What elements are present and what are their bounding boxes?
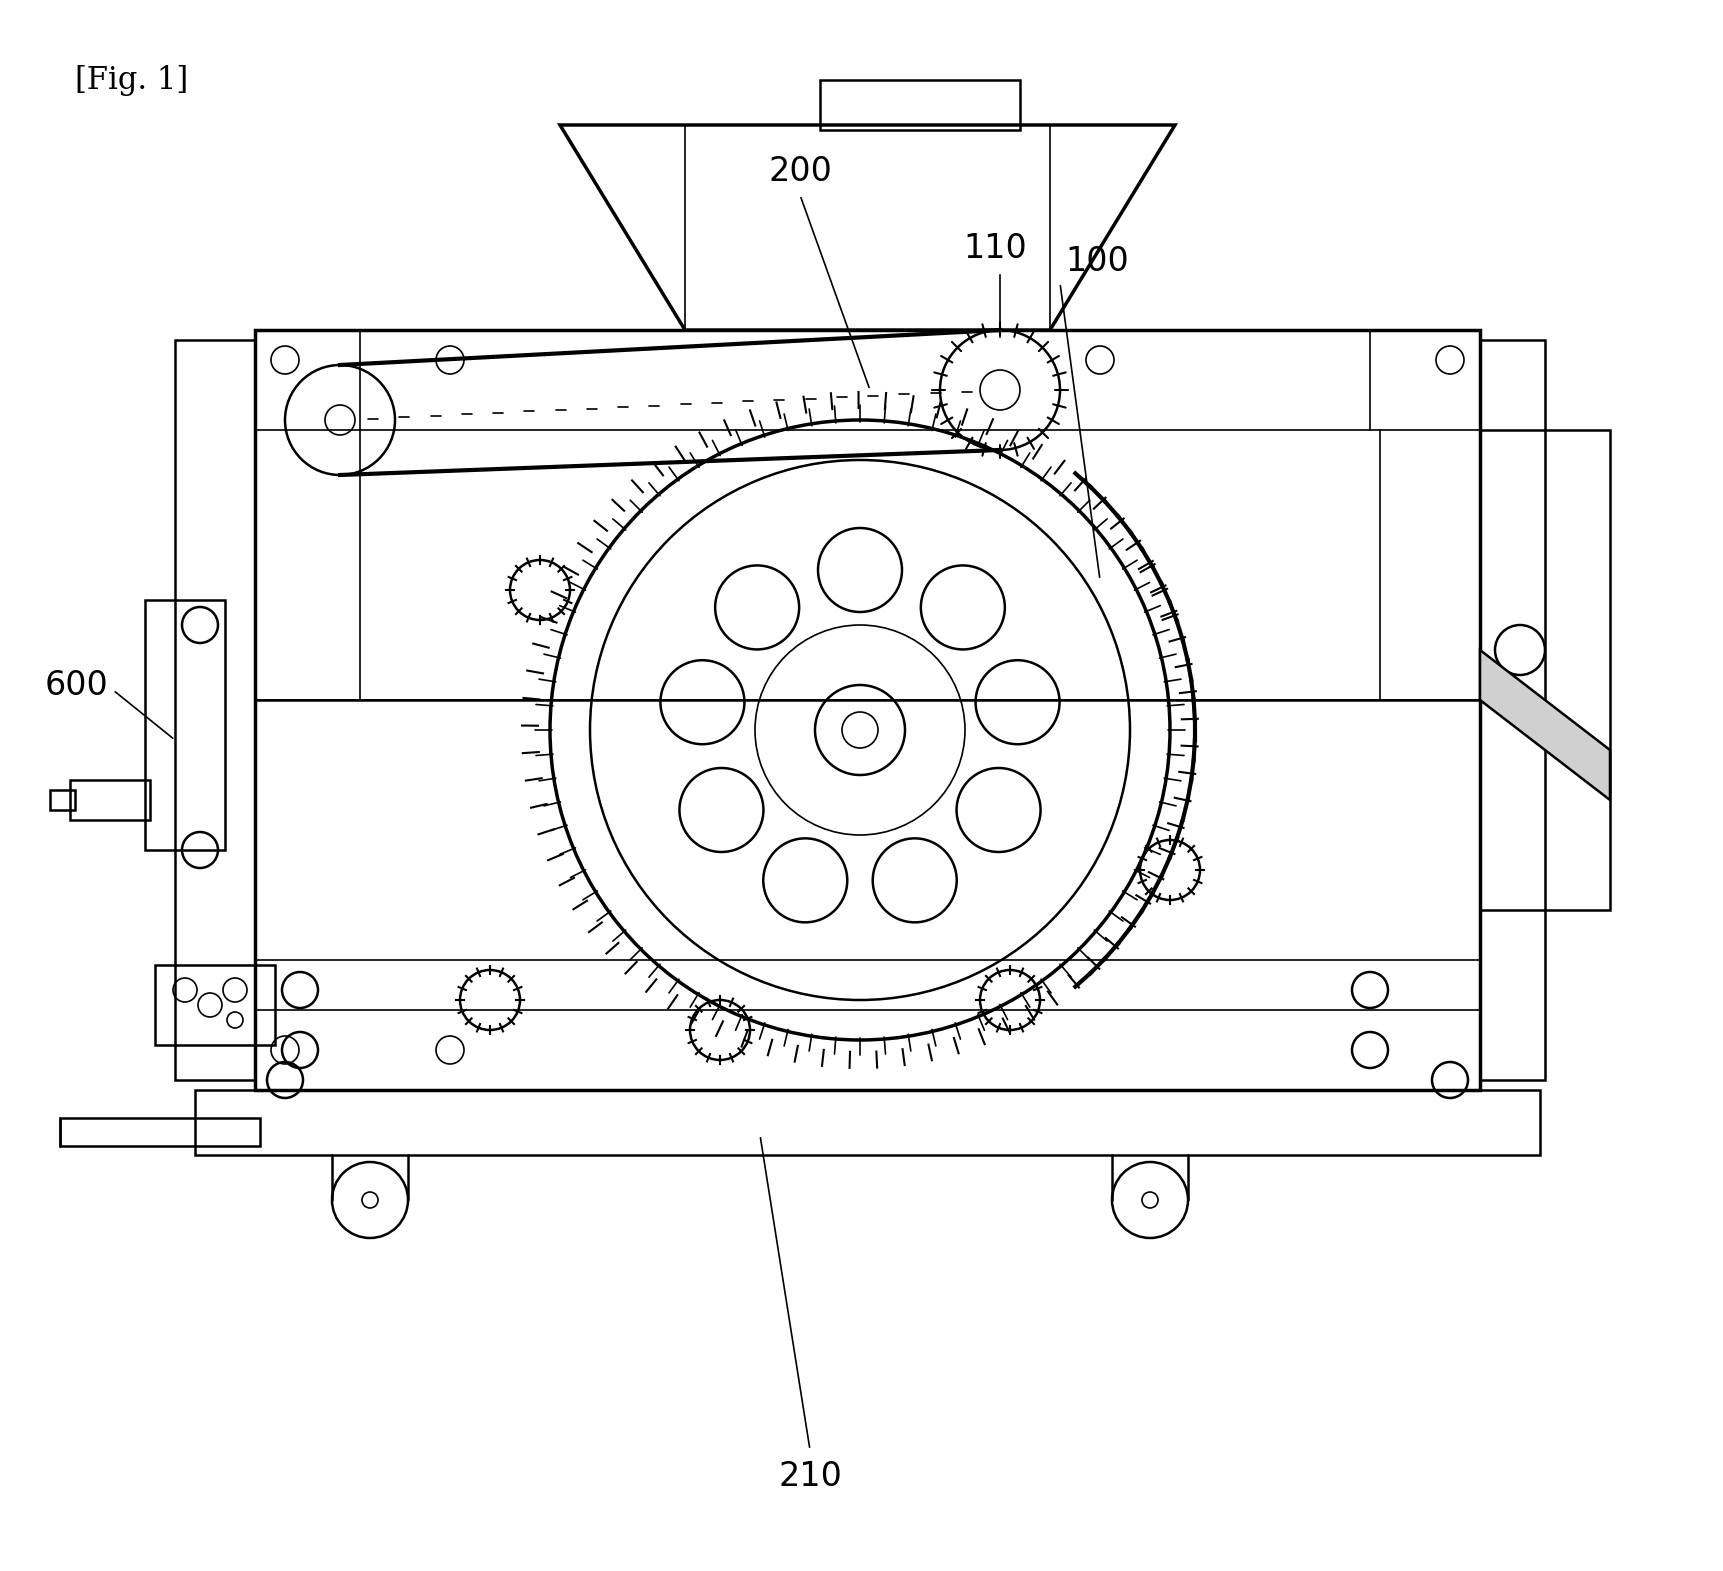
Bar <box>1478 430 1609 910</box>
Text: 600: 600 <box>45 669 109 702</box>
Bar <box>1478 339 1544 1079</box>
Bar <box>176 339 255 1079</box>
Bar <box>195 1090 1539 1155</box>
Bar <box>50 790 76 811</box>
Bar <box>255 960 1478 1010</box>
Polygon shape <box>560 126 1175 330</box>
Text: 210: 210 <box>777 1459 841 1492</box>
Bar <box>60 1119 260 1145</box>
Text: 200: 200 <box>768 156 832 189</box>
Text: [Fig. 1]: [Fig. 1] <box>76 64 188 96</box>
Bar <box>155 965 276 1045</box>
Text: 110: 110 <box>963 233 1027 265</box>
Bar <box>145 600 226 850</box>
Bar <box>71 779 150 820</box>
Polygon shape <box>1478 650 1609 800</box>
Bar <box>820 80 1020 130</box>
Text: 100: 100 <box>1065 245 1129 278</box>
Bar <box>255 330 1478 1090</box>
